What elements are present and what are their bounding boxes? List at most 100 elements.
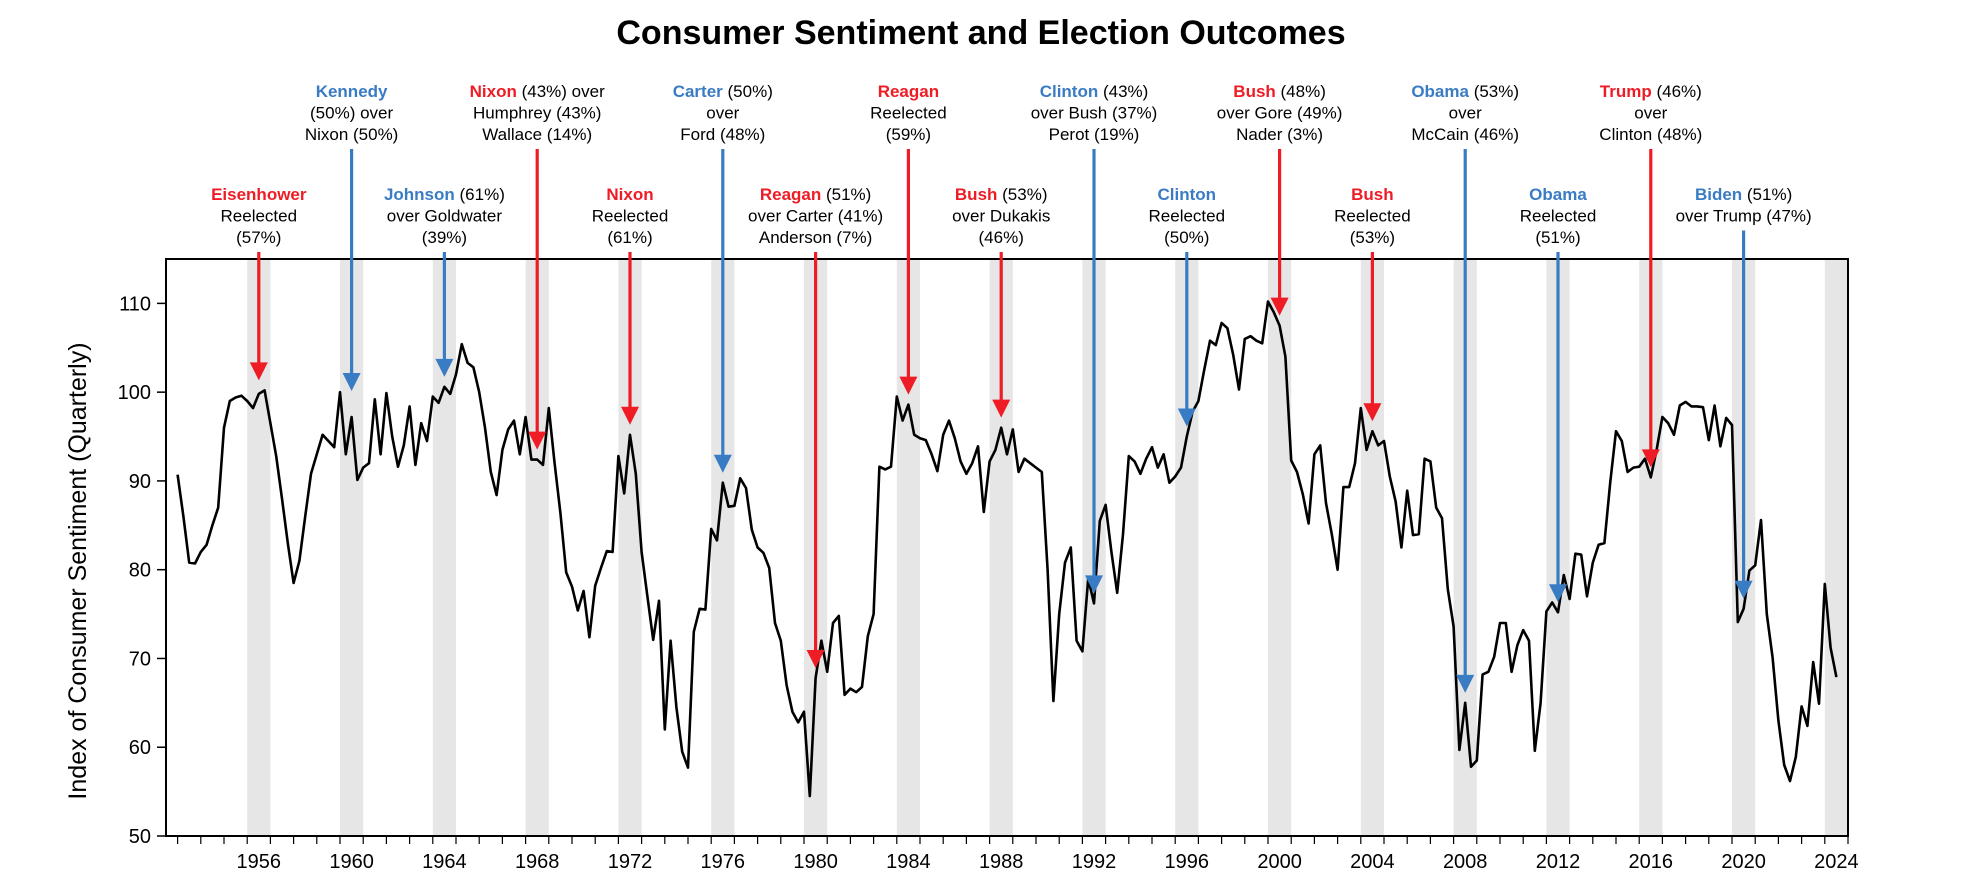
candidate-name: Eisenhower xyxy=(211,185,307,204)
annotation-arrow-head xyxy=(1085,575,1103,594)
annotation-arrow-head xyxy=(1641,449,1660,468)
candidate-name: Bush xyxy=(955,185,998,204)
annotation-text-line: Reelected xyxy=(592,207,669,226)
annotation-text-line: over xyxy=(706,104,739,123)
election-year-band-1996 xyxy=(1175,259,1199,836)
annotation-text-line: (39%) xyxy=(422,228,467,247)
annotation-text-line: over Goldwater xyxy=(387,207,503,226)
annotation-detail: (50%) over xyxy=(310,104,393,123)
annotation-text-line: over xyxy=(1634,104,1667,123)
annotation-text-line: Nader (3%) xyxy=(1236,125,1323,144)
sentiment-series xyxy=(176,300,1838,798)
annotation-text-line: Obama (53%) xyxy=(1411,82,1519,101)
y-tick-label: 70 xyxy=(129,648,151,670)
annotation-text-line: Bush xyxy=(1351,185,1394,204)
annotation-arrow-head xyxy=(1177,408,1196,427)
annotation-detail: (50%) xyxy=(1164,228,1209,247)
election-year-band-2000 xyxy=(1268,259,1292,836)
annotation-5: Carter (50%) over Ford (48%) xyxy=(673,82,773,473)
annotation-detail: over xyxy=(1449,104,1482,123)
annotation-text-line: Clinton (43%) xyxy=(1040,82,1149,101)
annotation-text-line: Reelected xyxy=(221,207,298,226)
x-axis: 1956 1960 1964 1968 1972 1976 1980 1984 1988 1992… xyxy=(177,836,1859,873)
annotation-14: Obama Reelected (51%) xyxy=(1520,185,1597,603)
annotation-detail: Reelected xyxy=(870,104,947,123)
annotation-detail: (50%) xyxy=(723,82,773,101)
annotation-arrow-head xyxy=(342,373,361,392)
candidate-name: Clinton xyxy=(1040,82,1099,101)
x-tick-label: 1960 xyxy=(329,851,374,873)
annotation-text-line: Ford (48%) xyxy=(680,125,765,144)
y-tick-label: 60 xyxy=(129,737,151,759)
election-year-band-1972 xyxy=(618,259,642,836)
series-line-0 xyxy=(176,300,1838,798)
candidate-name: Reagan xyxy=(760,185,821,204)
annotation-12: Bush Reelected (53%) xyxy=(1334,185,1411,422)
annotation-text-line: Eisenhower xyxy=(211,185,307,204)
election-year-band-1956 xyxy=(247,259,271,836)
x-tick-label: 1996 xyxy=(1165,851,1210,873)
candidate-name: Reagan xyxy=(878,82,939,101)
annotation-7: Reagan Reelected (59%) xyxy=(870,82,947,395)
annotation-text-line: Clinton (48%) xyxy=(1599,125,1702,144)
annotation-8: Bush (53%) over Dukakis (46%) xyxy=(952,185,1050,418)
annotation-text-line: Reelected xyxy=(1149,207,1226,226)
x-tick-label: 2012 xyxy=(1536,851,1581,873)
annotation-detail: (53%) xyxy=(997,185,1047,204)
candidate-name: Obama xyxy=(1411,82,1469,101)
annotation-detail: (46%) xyxy=(1652,82,1702,101)
y-tick-label: 90 xyxy=(129,471,151,493)
annotation-10: Clinton Reelected (50%) xyxy=(1149,185,1226,427)
election-year-band-1984 xyxy=(896,259,920,836)
annotation-15: Trump (46%) over Clinton (48%) xyxy=(1599,82,1702,468)
annotation-arrow-head xyxy=(435,358,454,377)
annotation-9: Clinton (43%) over Bush (37%) Perot (19%) xyxy=(1031,82,1158,594)
annotation-detail: Reelected xyxy=(1520,207,1597,226)
annotation-text-line: Trump (46%) xyxy=(1600,82,1702,101)
annotation-text-line: (46%) xyxy=(979,228,1024,247)
annotation-detail: (51%) xyxy=(1742,185,1792,204)
annotation-detail: over Gore (49%) xyxy=(1217,104,1343,123)
x-tick-label: 2024 xyxy=(1814,851,1859,873)
annotation-detail: (46%) xyxy=(979,228,1024,247)
annotation-text-line: Reelected xyxy=(870,104,947,123)
annotation-arrow-head xyxy=(713,454,732,473)
annotation-detail: Humphrey (43%) xyxy=(473,104,602,123)
candidate-name: Nixon xyxy=(470,82,517,101)
y-axis-label: Index of Consumer Sentiment (Quarterly) xyxy=(64,342,92,799)
annotation-text-line: over Dukakis xyxy=(952,207,1050,226)
y-tick-label: 110 xyxy=(119,293,151,315)
annotation-11: Bush (48%) over Gore (49%) Nader (3%) xyxy=(1217,82,1343,316)
annotation-text-line: over Bush (37%) xyxy=(1031,104,1158,123)
x-tick-label: 2016 xyxy=(1629,851,1674,873)
x-tick-label: 2008 xyxy=(1443,851,1488,873)
annotation-detail: Wallace (14%) xyxy=(482,125,592,144)
annotation-arrow-head xyxy=(1363,403,1382,422)
annotation-detail: Ford (48%) xyxy=(680,125,765,144)
annotation-text-line: (61%) xyxy=(607,228,652,247)
x-tick-label: 1980 xyxy=(793,851,838,873)
annotation-arrow-head xyxy=(249,362,268,381)
annotation-detail: Nader (3%) xyxy=(1236,125,1323,144)
annotation-text-line: Biden (51%) xyxy=(1695,185,1792,204)
annotation-detail: (51%) xyxy=(821,185,871,204)
annotation-text-line: Kennedy xyxy=(316,82,388,101)
annotation-detail: (51%) xyxy=(1535,228,1580,247)
annotation-detail: over Carter (41%) xyxy=(748,207,883,226)
annotation-detail: over Dukakis xyxy=(952,207,1050,226)
annotation-arrow-head xyxy=(1270,297,1289,316)
annotation-6: Reagan (51%) over Carter (41%) Anderson (7… xyxy=(748,185,883,668)
election-year-band-1976 xyxy=(711,259,735,836)
annotation-arrow-head xyxy=(1456,674,1475,693)
election-year-band-2016 xyxy=(1639,259,1663,836)
annotation-detail: Reelected xyxy=(592,207,669,226)
annotation-13: Obama (53%) over McCain (46%) xyxy=(1411,82,1519,693)
annotation-text-line: (51%) xyxy=(1535,228,1580,247)
annotation-detail: over xyxy=(706,104,739,123)
x-tick-label: 1972 xyxy=(608,851,653,873)
annotation-detail: (53%) xyxy=(1350,228,1395,247)
x-tick-label: 1988 xyxy=(979,851,1024,873)
annotation-arrow-head xyxy=(621,406,639,425)
candidate-name: Clinton xyxy=(1158,185,1217,204)
